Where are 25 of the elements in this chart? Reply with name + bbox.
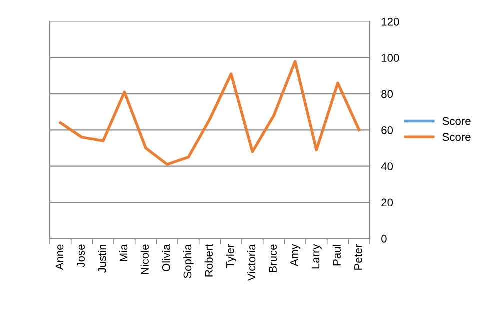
y-tick-label: 20 xyxy=(382,198,394,207)
x-tick-label: Peter xyxy=(354,244,362,270)
y-tick-label: 80 xyxy=(382,90,394,98)
x-tick-label: Robert xyxy=(204,244,213,277)
x-tick-label: Tyler xyxy=(226,244,237,268)
line-series xyxy=(59,60,361,166)
x-tick-label: Mia xyxy=(119,244,128,262)
y-tick-label: 100 xyxy=(382,54,400,62)
x-tick-label: Sophia xyxy=(183,244,194,278)
x-tick-label: Bruce xyxy=(269,244,277,272)
y-tick-label: 60 xyxy=(382,126,394,134)
x-tick-label: Amy xyxy=(290,244,301,266)
x-tick-label: Justin xyxy=(98,244,106,274)
y-tick-label: 40 xyxy=(381,162,394,170)
x-tick-label: Nicole xyxy=(140,244,149,274)
x-tick-label: Paul xyxy=(332,245,341,266)
x-tick-label: Jose xyxy=(77,244,85,268)
legend-label: Score xyxy=(442,133,471,142)
x-tick-label: Larry xyxy=(312,244,322,269)
x-tick-label: Olivia xyxy=(162,244,170,272)
x-tick-label: Anne xyxy=(56,244,64,270)
legend-label: Score xyxy=(442,117,471,126)
y-tick-label: 120 xyxy=(382,18,400,26)
x-tick-label: Victoria xyxy=(247,244,256,282)
y-tick-label: 0 xyxy=(382,234,387,243)
